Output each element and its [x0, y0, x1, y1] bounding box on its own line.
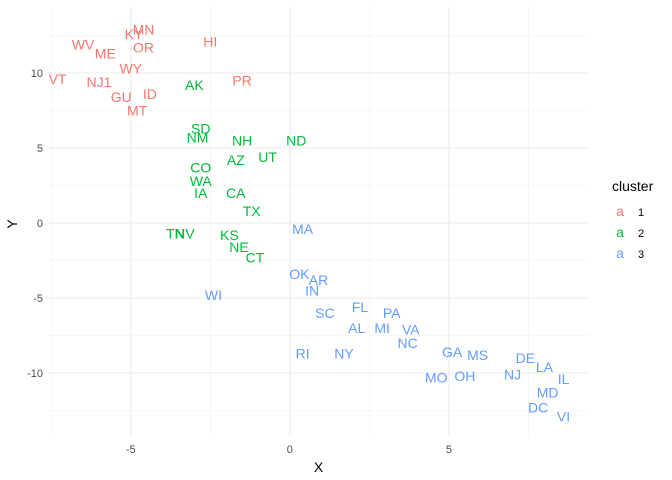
grid-minor: [48, 7, 589, 436]
point-label: VT: [49, 71, 67, 87]
legend: cluster a 1 a 2 a 3: [612, 178, 654, 261]
point-label: PR: [232, 73, 251, 89]
legend-entry-label: 3: [638, 249, 644, 261]
point-label: WV: [72, 37, 95, 53]
legend-key-glyph: a: [616, 224, 624, 240]
point-label: PA: [383, 305, 401, 321]
legend-title: cluster: [612, 178, 654, 194]
y-axis-ticks: 10 5 0 -5 -10: [27, 68, 43, 380]
legend-key-glyph: a: [616, 245, 624, 261]
point-label: IN: [305, 283, 319, 299]
point-label: FL: [352, 299, 369, 315]
point-label: ME: [95, 46, 116, 62]
x-axis-label: X: [314, 459, 324, 475]
point-label: MT: [127, 103, 148, 119]
y-tick-label: 0: [37, 218, 43, 230]
point-label: NC: [397, 335, 417, 351]
point-label: NV: [175, 226, 195, 242]
point-label: OK: [289, 266, 310, 282]
y-axis-label: Y: [4, 219, 20, 229]
point-label: CT: [246, 250, 265, 266]
legend-key-glyph: a: [616, 203, 624, 219]
point-label: SC: [315, 305, 334, 321]
point-label: NE: [229, 239, 248, 255]
point-label: TX: [243, 203, 262, 219]
point-label: IL: [558, 371, 570, 387]
point-label: CA: [226, 185, 246, 201]
x-tick-label: 0: [287, 444, 293, 456]
x-tick-label: -5: [126, 444, 136, 456]
point-label: GU: [111, 89, 132, 105]
point-label: ID: [143, 86, 157, 102]
point-label: OH: [454, 368, 475, 384]
legend-entry-label: 2: [638, 228, 644, 240]
point-label: MN: [133, 22, 155, 38]
point-label: NH: [232, 133, 252, 149]
point-label: AL: [348, 320, 365, 336]
point-label: RI: [296, 346, 310, 362]
point-label: CO: [190, 160, 211, 176]
point-label: IA: [194, 185, 208, 201]
point-label: WI: [205, 287, 222, 303]
point-label: LA: [536, 359, 554, 375]
point-label: HI: [203, 34, 217, 50]
x-axis-ticks: -5 0 5: [126, 444, 452, 456]
point-label: AZ: [227, 152, 245, 168]
y-tick-label: -5: [33, 293, 43, 305]
point-label: UT: [258, 149, 277, 165]
point-label: TN: [166, 226, 185, 242]
point-label: AR: [309, 272, 328, 288]
point-label: MI: [374, 320, 390, 336]
point-label: KY: [125, 26, 144, 42]
point-label: DC: [528, 400, 548, 416]
point-label: MO: [425, 370, 448, 386]
point-label: MD: [537, 385, 559, 401]
point-label: NM: [187, 130, 209, 146]
point-label: NJ1: [86, 74, 111, 90]
legend-entries: a 1 a 2 a 3: [616, 203, 644, 261]
y-tick-label: 5: [37, 143, 43, 155]
point-label: ND: [286, 133, 306, 149]
point-label: OR: [133, 40, 154, 56]
y-tick-label: 10: [31, 68, 43, 80]
point-label: MS: [467, 347, 488, 363]
point-label: SD: [191, 121, 210, 137]
point-label: KS: [220, 227, 239, 243]
point-label: DE: [516, 350, 535, 366]
point-label: WA: [190, 173, 213, 189]
point-label: NJ: [504, 367, 521, 383]
point-label: GA: [442, 344, 463, 360]
point-label: MA: [292, 221, 314, 237]
grid-major: [48, 7, 589, 436]
x-tick-label: 5: [446, 444, 452, 456]
y-tick-label: -10: [27, 368, 43, 380]
point-label: AK: [185, 77, 204, 93]
point-label: NY: [334, 346, 354, 362]
point-label: WY: [119, 61, 142, 77]
point-label: VI: [557, 409, 570, 425]
legend-entry-label: 1: [638, 207, 644, 219]
point-label: VA: [402, 322, 420, 338]
